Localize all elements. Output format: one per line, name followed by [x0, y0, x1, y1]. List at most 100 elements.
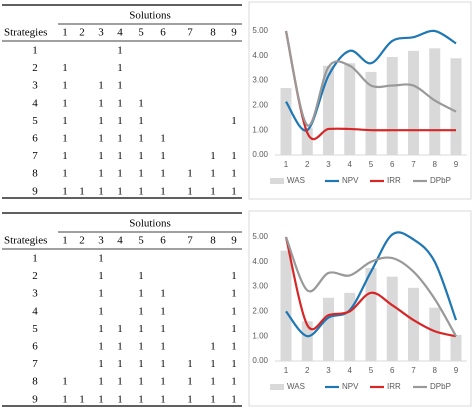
row-header: 3: [32, 288, 38, 300]
table-cell: 1: [98, 323, 104, 335]
x-tick-label: 5: [369, 366, 374, 375]
table-cell: 1: [117, 185, 123, 197]
row-header: 2: [32, 270, 38, 282]
legend-label: WAS: [287, 176, 305, 185]
table-cell: 1: [98, 150, 104, 162]
column-header: 3: [98, 27, 104, 39]
table-cell: 1: [160, 185, 166, 197]
row-header: 5: [32, 115, 38, 127]
table-title: Solutions: [129, 10, 171, 22]
table-cell: 1: [98, 133, 104, 145]
bar: [408, 50, 419, 156]
column-header: 4: [117, 27, 123, 39]
y-tick-label: 1.00: [252, 125, 268, 134]
legend-swatch: [270, 178, 284, 184]
table-cell: 1: [160, 133, 166, 145]
table-cell: 1: [62, 168, 68, 180]
table-cell: 1: [138, 185, 144, 197]
row-header: 6: [32, 341, 38, 353]
row-header: 8: [32, 376, 38, 388]
y-tick-label: 5.00: [252, 232, 268, 241]
line: [284, 236, 457, 337]
table-cell: 1: [117, 80, 123, 92]
table-cell: 1: [160, 376, 166, 388]
table-cell: 1: [117, 341, 123, 353]
table-cell: 1: [210, 358, 216, 370]
bar: [450, 334, 462, 361]
table-cell: 1: [231, 115, 237, 127]
row-header: 3: [32, 80, 38, 92]
column-header: Strategies: [4, 27, 47, 39]
table-cell: 1: [138, 341, 144, 353]
bar: [344, 292, 356, 361]
row-header: 2: [32, 62, 38, 74]
bar: [386, 276, 398, 361]
column-header: 4: [117, 235, 123, 247]
line: [284, 30, 457, 127]
table-cell: 1: [160, 288, 166, 300]
table-cell: 1: [98, 253, 104, 265]
chart: 0.00 1.00 2.00 3.00 4.00 5.00 1 2 3 4 5 6 7 8 9 WAS NPV I…: [252, 231, 467, 391]
column-header: 8: [210, 235, 216, 247]
table-cell: 1: [98, 305, 104, 317]
table-cell: 1: [231, 376, 237, 388]
bar: [323, 65, 334, 155]
table-cell: 1: [98, 185, 104, 197]
table-cell: 1: [138, 168, 144, 180]
legend-label: NPV: [342, 176, 359, 185]
column-header: 6: [160, 27, 166, 39]
table-cell: 1: [62, 133, 68, 145]
line: [285, 231, 458, 338]
x-tick-label: 7: [411, 366, 416, 375]
bar: [280, 88, 292, 155]
legend-label: WAS: [287, 382, 305, 391]
legend-label: IRR: [387, 382, 401, 391]
table-cell: 1: [62, 97, 68, 109]
table-cell: 1: [62, 393, 68, 405]
column-header: 2: [79, 27, 85, 39]
y-tick-label: 2.00: [252, 101, 268, 110]
table-cell: 1: [62, 80, 68, 92]
table-cell: 1: [187, 168, 193, 180]
table-cell: 1: [98, 393, 104, 405]
table-cell: 1: [117, 393, 123, 405]
table-cell: 1: [62, 115, 68, 127]
table-cell: 1: [231, 393, 237, 405]
y-tick-label: 4.00: [252, 257, 268, 266]
table-cell: 1: [138, 97, 144, 109]
table-cell: 1: [231, 288, 237, 300]
table-cell: 1: [117, 150, 123, 162]
row-header: 1: [32, 45, 38, 57]
row-header: 8: [32, 168, 38, 180]
table-cell: 1: [79, 185, 85, 197]
row-header: 4: [32, 97, 38, 109]
table-cell: 1: [138, 288, 144, 300]
chart: 0.00 1.00 2.00 3.00 4.00 5.00 1 2 3 4 5 6 7 8 9 WAS NPV I…: [252, 26, 467, 185]
table-cell: 1: [98, 168, 104, 180]
table-cell: 1: [210, 185, 216, 197]
table: Solutions Strategies 1 2 3 4 5 6 7 8 9 1 1 2 1 1 1 3 1 1 1 1 4…: [2, 212, 242, 407]
table-cell: 1: [117, 45, 123, 57]
table-cell: 1: [117, 358, 123, 370]
table-cell: 1: [98, 270, 104, 282]
table-cell: 1: [117, 323, 123, 335]
column-header: 7: [187, 27, 193, 39]
line: [284, 236, 457, 338]
table-cell: 1: [160, 150, 166, 162]
table-cell: 1: [210, 150, 216, 162]
x-tick-label: 2: [305, 160, 310, 169]
table-cell: 1: [62, 185, 68, 197]
table-cell: 1: [231, 168, 237, 180]
bar: [323, 297, 334, 361]
bar: [301, 127, 313, 155]
bar: [365, 268, 377, 361]
table-cell: 1: [160, 168, 166, 180]
table-cell: 1: [187, 185, 193, 197]
y-tick-label: 3.00: [252, 282, 268, 291]
x-tick-label: 9: [454, 366, 459, 375]
table-cell: 1: [160, 393, 166, 405]
column-header: 7: [187, 235, 193, 247]
column-header: 1: [62, 27, 68, 39]
table-cell: 1: [160, 305, 166, 317]
